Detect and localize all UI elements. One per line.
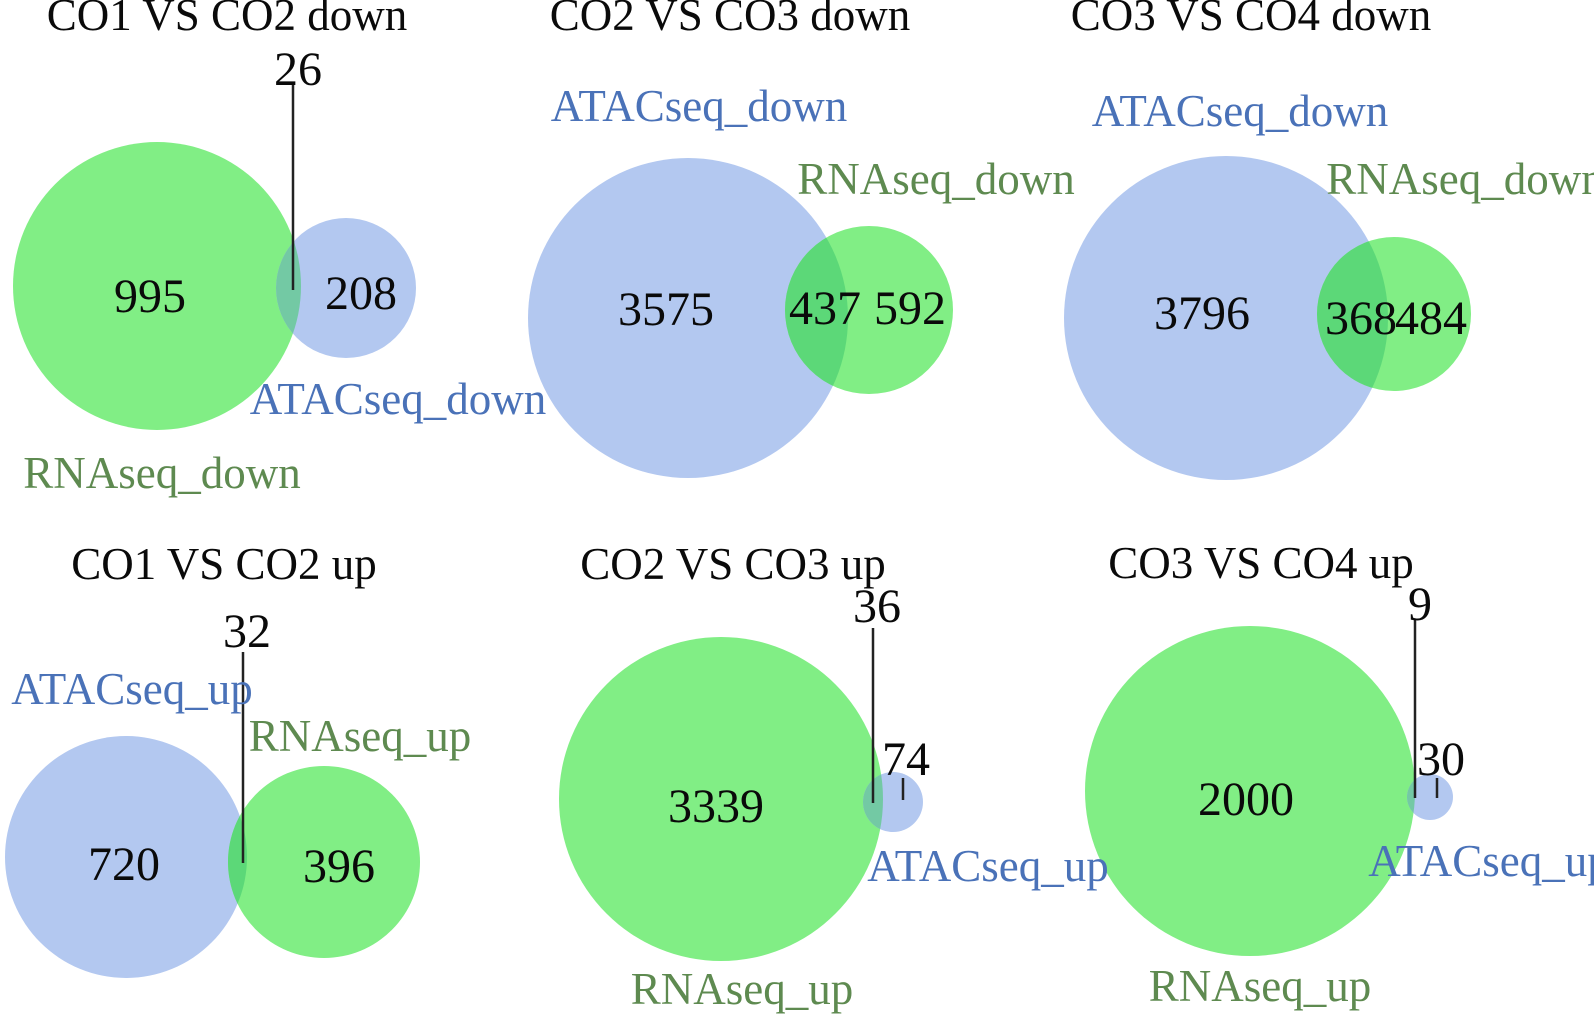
rnaseq-count: 396 xyxy=(303,840,375,893)
atacseq-circle xyxy=(528,158,848,478)
rnaseq-count: 3339 xyxy=(668,780,764,833)
rnaseq-circle xyxy=(559,637,883,961)
overlap-region xyxy=(863,772,883,832)
rnaseq-label: RNAseq_down xyxy=(23,448,301,498)
overlap-count: 9 xyxy=(1408,578,1432,631)
rnaseq-label: RNAseq_down xyxy=(1326,154,1594,204)
rnaseq-circle xyxy=(13,142,301,430)
overlap-region xyxy=(785,226,848,394)
atacseq-circle xyxy=(5,736,247,978)
atacseq-count: 720 xyxy=(88,838,160,891)
overlap-count: 437 xyxy=(789,282,861,335)
panel-title: CO2 VS CO3 up xyxy=(580,539,886,589)
rnaseq-count: 995 xyxy=(114,270,186,323)
rnaseq-label: RNAseq_down xyxy=(797,154,1075,204)
atacseq-count: 3796 xyxy=(1154,287,1250,340)
atacseq-circle xyxy=(276,218,416,358)
overlap-count: 368 xyxy=(1325,292,1397,345)
panel-title: CO1 VS CO2 down xyxy=(46,0,408,40)
atacseq-label: ATACseq_down xyxy=(550,81,848,131)
atacseq-label: ATACseq_down xyxy=(249,374,547,424)
rnaseq-label: RNAseq_up xyxy=(1148,961,1372,1011)
overlap-count: 36 xyxy=(853,580,901,633)
atacseq-count: 74 xyxy=(882,733,930,786)
panel-title: CO2 VS CO3 down xyxy=(549,0,911,40)
atacseq-circle xyxy=(1407,774,1453,820)
atacseq-label: ATACseq_up xyxy=(11,664,253,714)
atacseq-count: 208 xyxy=(325,267,397,320)
rnaseq-circle xyxy=(1085,626,1415,956)
rnaseq-circle xyxy=(228,766,420,958)
overlap-region xyxy=(1317,237,1388,391)
atacseq-count: 3575 xyxy=(618,283,714,336)
overlap-count: 26 xyxy=(274,43,322,96)
atacseq-label: ATACseq_up xyxy=(867,841,1109,891)
rnaseq-count: 592 xyxy=(874,282,946,335)
atacseq-label: ATACseq_down xyxy=(1091,86,1389,136)
rnaseq-label: RNAseq_up xyxy=(630,964,854,1014)
rnaseq-label: RNAseq_up xyxy=(248,711,472,761)
atacseq-circle xyxy=(1064,156,1388,480)
rnaseq-count: 2000 xyxy=(1198,773,1294,826)
rnaseq-count: 484 xyxy=(1395,292,1467,345)
atacseq-count: 30 xyxy=(1417,733,1465,786)
panel-title: CO3 VS CO4 up xyxy=(1108,538,1414,588)
panel-title: CO1 VS CO2 up xyxy=(71,539,377,589)
overlap-count: 32 xyxy=(223,605,271,658)
atacseq-label: ATACseq_up xyxy=(1368,836,1594,886)
panel-title: CO3 VS CO4 down xyxy=(1070,0,1432,40)
